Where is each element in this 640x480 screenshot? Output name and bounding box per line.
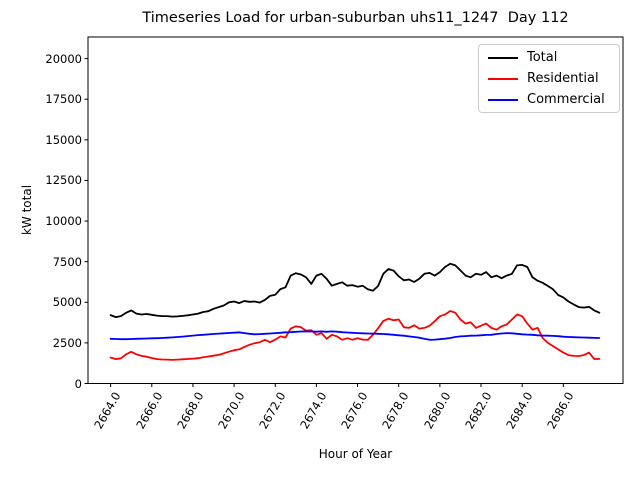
y-tick-label: 7500: [52, 254, 82, 269]
x-axis-label: Hour of Year: [318, 447, 393, 461]
legend-item-residential: Residential: [488, 71, 619, 86]
series-line-total: [109, 262, 601, 319]
y-tick-label: 0: [74, 376, 82, 391]
legend-item-total: Total: [488, 50, 619, 65]
y-tick-label: 20000: [45, 51, 82, 66]
legend-line-swatch: [488, 56, 518, 59]
y-axis-label: kW total: [20, 184, 34, 236]
series-line-commercial: [109, 330, 601, 341]
legend-label: Commercial: [527, 92, 605, 107]
y-tick-label: 2500: [52, 335, 82, 350]
legend-label: Total: [527, 50, 558, 65]
legend-label: Residential: [527, 71, 599, 86]
chart-title: Timeseries Load for urban-suburban uhs11…: [142, 10, 569, 26]
y-tick-label: 10000: [45, 214, 82, 229]
axes-frame: [87, 36, 624, 384]
legend-line-swatch: [488, 77, 518, 80]
y-tick-label: 12500: [45, 173, 82, 188]
legend-item-commercial: Commercial: [488, 92, 619, 107]
series-line-residential: [109, 310, 601, 361]
legend-line-swatch: [488, 98, 518, 101]
y-tick-label: 17500: [45, 92, 82, 107]
legend: Total Residential Commercial: [478, 44, 620, 113]
y-tick-label: 15000: [45, 132, 82, 147]
y-tick-label: 5000: [52, 295, 82, 310]
